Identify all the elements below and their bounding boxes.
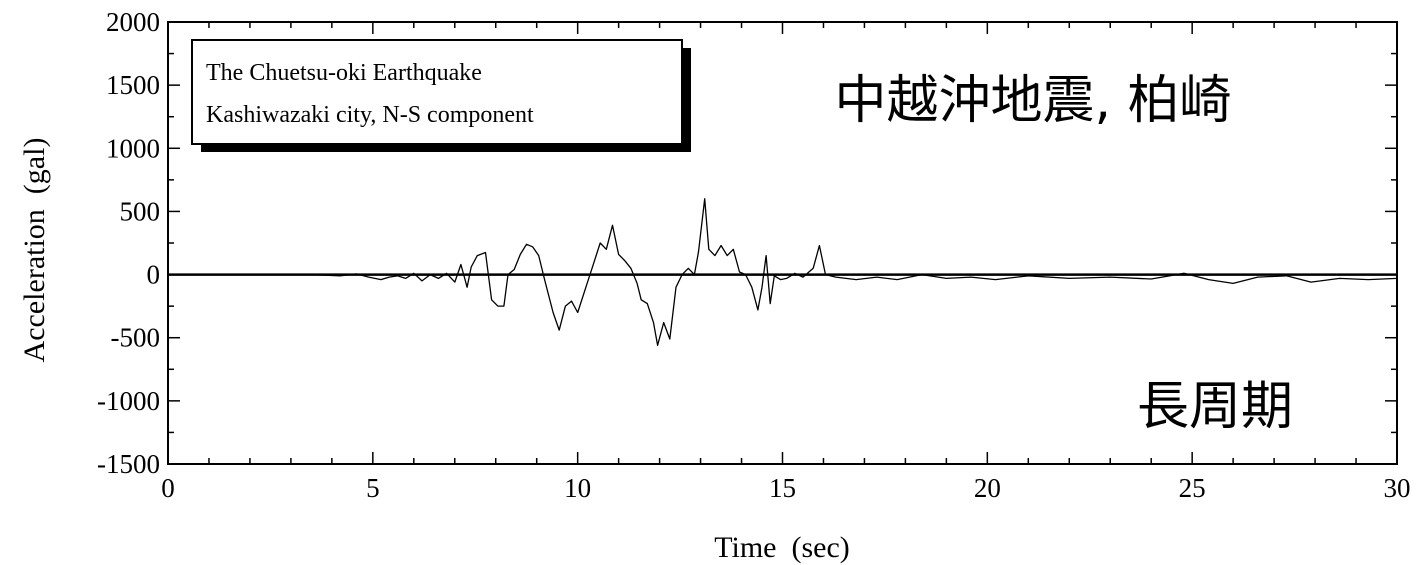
legend-frame bbox=[191, 39, 683, 145]
x-tick-label: 10 bbox=[564, 473, 591, 503]
annotation-title-jp: 中越沖地震, 柏崎 bbox=[834, 71, 1231, 131]
y-tick-label: 500 bbox=[120, 196, 161, 226]
y-tick-label: -1500 bbox=[97, 449, 160, 479]
y-tick-label: 0 bbox=[147, 260, 161, 290]
y-tick-label: -500 bbox=[111, 323, 161, 353]
x-tick-label: 15 bbox=[769, 473, 796, 503]
tick-labels-layer: 0 5 10 15 20 25 30 2000 1500 1000 500 0 -500 -1000 -15… bbox=[97, 7, 1411, 503]
x-tick-label: 25 bbox=[1179, 473, 1206, 503]
series-layer bbox=[168, 198, 1398, 346]
acceleration-series-line bbox=[168, 198, 1398, 346]
x-tick-label: 30 bbox=[1384, 473, 1411, 503]
y-tick-label: 1500 bbox=[106, 70, 160, 100]
plot-frame bbox=[167, 21, 1398, 465]
x-tick-label: 5 bbox=[366, 473, 380, 503]
y-tick-label: 1000 bbox=[106, 133, 160, 163]
annotation-long-period-jp: 長周期 bbox=[1137, 377, 1293, 437]
x-tick-label: 20 bbox=[974, 473, 1001, 503]
y-axis-title: Acceleration (gal) bbox=[18, 138, 51, 363]
legend-line-2: Kashiwazaki city, N-S component bbox=[206, 102, 534, 128]
legend-line-1: The Chuetsu-oki Earthquake bbox=[206, 60, 482, 86]
y-tick-label: -1000 bbox=[97, 386, 160, 416]
x-axis-title: Time (sec) bbox=[714, 531, 850, 564]
x-tick-label: 0 bbox=[161, 473, 175, 503]
legend-box: The Chuetsu-oki Earthquake Kashiwazaki c… bbox=[191, 39, 691, 152]
y-tick-label: 2000 bbox=[106, 7, 160, 37]
